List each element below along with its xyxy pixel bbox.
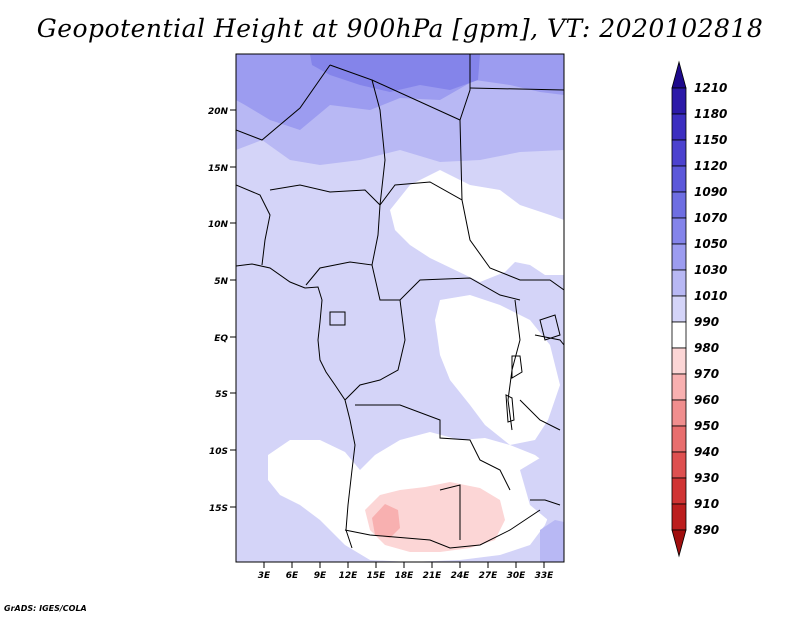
- colorbar-segment: [671, 529, 687, 558]
- colorbar-segment: [671, 191, 687, 219]
- lat-label: 5N: [214, 277, 228, 287]
- colorbar-label: 890: [694, 523, 719, 537]
- lon-label: 18E: [395, 571, 415, 581]
- lat-label: 20N: [208, 107, 229, 117]
- colorbar-label: 1010: [694, 289, 727, 303]
- credit-text: GrADS: IGES/COLA: [4, 604, 87, 613]
- contour-band-1070-1090: [310, 54, 480, 92]
- country-borders: [236, 54, 564, 549]
- lon-label: 30E: [507, 571, 527, 581]
- colorbar-label: 1050: [694, 237, 727, 251]
- colorbar-segment: [671, 243, 687, 271]
- lat-label: EQ: [214, 334, 228, 344]
- colorbar-label: 1150: [694, 133, 727, 147]
- colorbar-segment: [671, 113, 687, 141]
- height-field: [236, 54, 564, 562]
- lat-label: 10N: [208, 220, 229, 230]
- colorbar-segment: [671, 503, 687, 531]
- colorbar-label: 910: [694, 497, 719, 511]
- lon-label: 24E: [451, 571, 471, 581]
- lon-label: 9E: [314, 571, 327, 581]
- colorbar-label: 970: [694, 367, 719, 381]
- map-frame: [235, 53, 565, 563]
- colorbar-segment: [671, 451, 687, 479]
- colorbar-label: 1120: [694, 159, 727, 173]
- colorbar-label: 1210: [694, 81, 727, 95]
- colorbar-segment: [671, 321, 687, 349]
- colorbar-segment: [671, 373, 687, 401]
- lon-label: 21E: [423, 571, 443, 581]
- colorbar-segment: [671, 347, 687, 375]
- lon-label: 33E: [535, 571, 555, 581]
- colorbar-segment: [671, 477, 687, 505]
- colorbar-label: 1090: [694, 185, 727, 199]
- colorbar-label: 950: [694, 419, 719, 433]
- colorbar-label: 990: [694, 315, 719, 329]
- colorbar-segment: [671, 399, 687, 427]
- contour-band-980-990: [365, 482, 505, 552]
- colorbar-label: 1030: [694, 263, 727, 277]
- colorbar-segment: [671, 60, 687, 89]
- lat-label: 5S: [215, 390, 228, 400]
- lat-label: 10S: [209, 447, 228, 457]
- colorbar-segment: [671, 295, 687, 323]
- contour-band-990-1010-east: [435, 295, 560, 445]
- colorbar-label: 1180: [694, 107, 727, 121]
- contour-band-1050-1070: [236, 54, 564, 130]
- colorbar-label: 1070: [694, 211, 727, 225]
- colorbar: 1210 1180 1150 1120 1090 1070 1050 1030 1010 990 9…: [671, 60, 727, 558]
- lon-label: 27E: [479, 571, 499, 581]
- lon-label: 12E: [339, 571, 359, 581]
- colorbar-label: 960: [694, 393, 719, 407]
- colorbar-segment: [671, 139, 687, 167]
- contour-band-970-980: [372, 504, 400, 538]
- lon-label: 15E: [367, 571, 387, 581]
- latitude-axis: 20N 15N 10N 5N EQ 5S 10S 15S: [208, 107, 236, 514]
- colorbar-segment: [671, 87, 687, 115]
- colorbar-segment: [671, 217, 687, 245]
- colorbar-label: 940: [694, 445, 719, 459]
- colorbar-label: 930: [694, 471, 719, 485]
- colorbar-segment: [671, 269, 687, 297]
- colorbar-segment: [671, 425, 687, 453]
- lon-label: 3E: [258, 571, 271, 581]
- lat-label: 15N: [208, 164, 229, 174]
- colorbar-segment: [671, 165, 687, 193]
- map-title: Geopotential Height at 900hPa [gpm], VT:…: [36, 14, 764, 43]
- contour-band-990-1010-north: [390, 170, 564, 282]
- colorbar-label: 980: [694, 341, 719, 355]
- lon-label: 6E: [286, 571, 299, 581]
- lat-label: 15S: [209, 504, 228, 514]
- longitude-axis: 3E 6E 9E 12E 15E 18E 21E 24E 27E 30E 33E: [258, 562, 554, 581]
